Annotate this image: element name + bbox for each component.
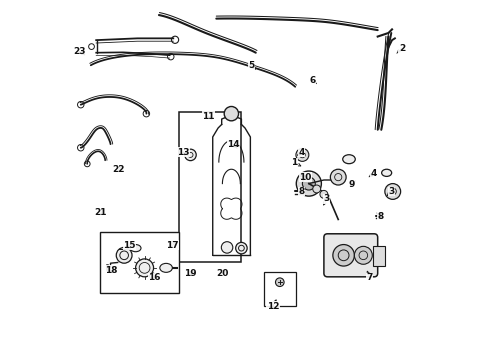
Text: 14: 14 (227, 140, 240, 149)
FancyBboxPatch shape (324, 234, 378, 277)
Text: 4: 4 (370, 169, 377, 178)
Text: 11: 11 (202, 112, 215, 121)
Text: 22: 22 (113, 166, 125, 175)
Text: 12: 12 (267, 302, 279, 311)
Circle shape (296, 171, 321, 196)
Text: 2: 2 (399, 44, 405, 53)
Circle shape (275, 278, 284, 287)
Circle shape (320, 190, 328, 198)
Text: 5: 5 (248, 62, 255, 71)
Text: 9: 9 (349, 180, 355, 189)
Text: 20: 20 (217, 269, 229, 278)
Bar (264, 272, 296, 306)
Text: 6: 6 (309, 76, 316, 85)
Text: 10: 10 (299, 173, 312, 182)
Text: 21: 21 (95, 208, 107, 217)
Circle shape (296, 148, 309, 161)
Text: 23: 23 (73, 47, 86, 56)
Text: 19: 19 (184, 269, 197, 278)
Text: 15: 15 (123, 241, 136, 250)
Circle shape (116, 247, 132, 263)
Text: 8: 8 (298, 187, 305, 196)
Ellipse shape (130, 244, 141, 252)
Circle shape (354, 246, 372, 264)
Circle shape (185, 149, 196, 161)
Circle shape (236, 242, 247, 254)
Text: 17: 17 (166, 241, 179, 250)
Ellipse shape (160, 264, 172, 273)
Circle shape (330, 169, 346, 185)
Text: 13: 13 (177, 148, 190, 157)
Circle shape (385, 184, 401, 199)
Text: 3: 3 (323, 194, 330, 203)
Circle shape (313, 185, 320, 193)
Circle shape (302, 177, 315, 190)
Circle shape (224, 107, 239, 121)
Bar (100, 232, 179, 293)
Circle shape (136, 259, 153, 277)
Bar (373, 246, 385, 266)
Text: 1: 1 (292, 158, 297, 167)
Circle shape (333, 244, 354, 266)
Text: 7: 7 (367, 273, 373, 282)
Bar (179, 112, 242, 262)
Text: 16: 16 (148, 273, 161, 282)
Text: 8: 8 (377, 212, 384, 221)
Ellipse shape (343, 155, 355, 164)
Circle shape (221, 242, 233, 253)
Ellipse shape (382, 169, 392, 176)
Text: 3: 3 (388, 187, 394, 196)
Text: 18: 18 (105, 266, 118, 275)
Text: 4: 4 (298, 148, 305, 157)
